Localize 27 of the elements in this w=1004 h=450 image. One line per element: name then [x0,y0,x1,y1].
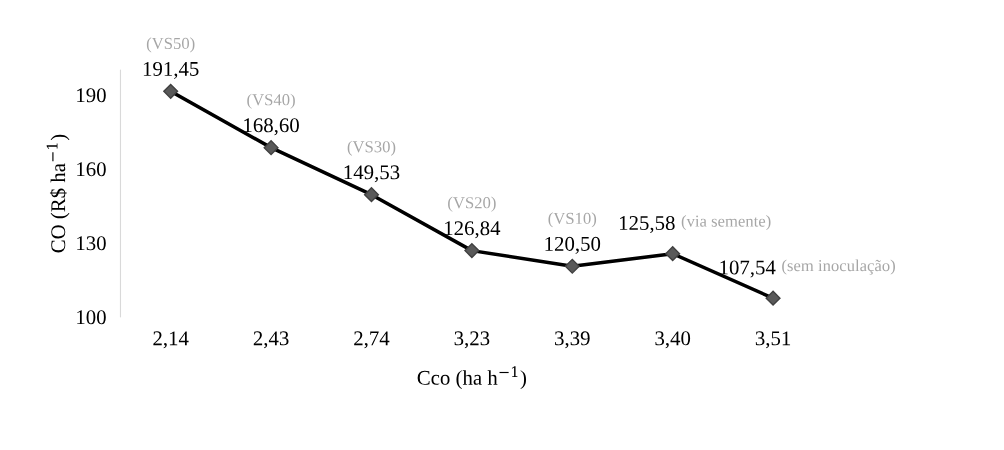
x-tick-label: 3,40 [655,331,691,349]
annotation: (VS30) [347,140,396,156]
data-label: 107,54 [720,260,776,278]
annotation: (VS20) [448,196,496,212]
y-tick-label: 190 [77,88,106,103]
data-label: 149,53 [344,165,400,183]
data-label: 125,58 [620,215,675,234]
x-axis-title: Cco (ha h$^{−1}$) [417,366,527,390]
annotation: (sem inoculação) [782,259,895,275]
annotation: (VS10) [548,212,597,228]
x-tick-label: 3,39 [555,331,590,349]
y-tick-label: 130 [77,236,106,251]
x-tick-label: 2,43 [253,331,289,349]
y-tick-label: 100 [77,310,106,325]
y-axis-title: CO (R$ ha$^{−1}$) [46,134,70,253]
annotation: (VS40) [247,93,295,109]
data-label: 126,84 [445,221,501,239]
x-tick-label: 2,14 [153,331,189,349]
x-tick-label: 3,23 [454,331,490,349]
data-label: 168,60 [244,118,299,136]
data-label: 191,45 [143,61,199,79]
x-tick-label: 3,51 [755,331,791,349]
x-tick-label: 2,74 [354,331,390,349]
annotation: (via semente) [681,214,771,231]
data-label: 120,50 [545,236,601,254]
annotation: (VS50) [146,37,195,53]
y-tick-label: 160 [77,162,106,177]
